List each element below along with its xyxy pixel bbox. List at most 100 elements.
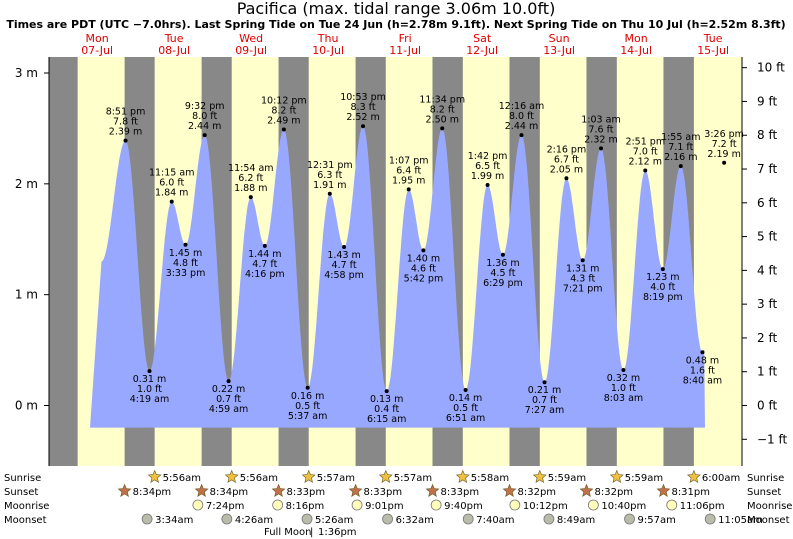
moonset-moon-icon: [301, 513, 313, 525]
sunset-time: 8:33pm: [364, 487, 403, 498]
tide-extreme-label: 0.14 m: [449, 393, 482, 404]
moonrise-moon-icon: [509, 499, 521, 511]
tide-extreme-label: 4.6 ft: [411, 263, 436, 274]
day-name-label: Mon: [86, 32, 109, 45]
moonset-moon-icon: [704, 513, 716, 525]
tide-extreme-point: [722, 160, 727, 165]
sunrise-star-icon: [686, 469, 701, 483]
sunset-time: 8:33pm: [287, 487, 326, 498]
tide-extreme-label: 12:16 am: [499, 101, 544, 112]
tide-extreme-point: [700, 350, 705, 355]
moonrise-time: 8:16pm: [286, 501, 325, 512]
moonset-time: 8:49am: [557, 515, 595, 526]
sunrise-star-icon: [301, 469, 316, 483]
day-name-label: Fri: [399, 32, 412, 45]
tide-extreme-label: 0.7 ft: [216, 394, 241, 405]
tide-extreme-point: [147, 369, 152, 374]
chart-subtitle: Times are PDT (UTC −7.0hrs). Last Spring…: [6, 18, 785, 31]
moonset-moon-icon: [382, 513, 393, 525]
tide-extreme-point: [342, 245, 347, 250]
moonrise-row-label-left: Moonrise: [4, 501, 49, 512]
sunset-star-icon: [502, 483, 517, 497]
tide-extreme-label: 2.49 m: [267, 116, 300, 127]
moonrise-time: 7:24pm: [206, 501, 245, 512]
tide-extreme-point: [485, 182, 490, 187]
tide-extreme-label: 1.95 m: [392, 175, 425, 186]
tide-extreme-point: [226, 379, 231, 384]
tide-extreme-label: 7.0 ft: [633, 147, 658, 158]
sunset-star-icon: [194, 483, 209, 497]
tide-extreme-label: 11:34 pm: [419, 94, 465, 105]
sunset-time: 8:32pm: [594, 487, 633, 498]
tide-extreme-label: 2.12 m: [629, 157, 662, 168]
moonset-time: 4:26am: [235, 515, 273, 526]
plot-frame: [48, 57, 743, 466]
tide-extreme-label: 0.22 m: [212, 384, 245, 395]
sunrise-time: 5:58am: [471, 473, 509, 484]
tide-extreme-label: 8.2 ft: [430, 104, 455, 115]
day-name-label: Sun: [549, 32, 570, 45]
sunset-row-label-right: Sunset: [747, 487, 781, 498]
tide-extreme-label: 1.0 ft: [137, 384, 162, 395]
tide-extreme-label: 8.3 ft: [351, 102, 376, 113]
sunset-time: 8:34pm: [210, 487, 249, 498]
tide-extreme-label: 0.48 m: [686, 355, 719, 366]
tide-extreme-point: [305, 385, 310, 390]
tide-extreme-point: [542, 380, 547, 385]
tide-extreme-label: 4.8 ft: [173, 258, 198, 269]
day-date-label: 12-Jul: [466, 44, 498, 57]
moonrise-moon-icon: [272, 499, 284, 511]
tide-extreme-label: 4:58 pm: [324, 270, 364, 281]
day-date-label: 15-Jul: [697, 44, 729, 57]
tide-extreme-label: 10:12 pm: [261, 96, 307, 107]
tide-extreme-label: 4:59 am: [209, 404, 248, 415]
tide-extreme-label: 4.5 ft: [490, 268, 515, 279]
sunset-time: 8:34pm: [133, 487, 172, 498]
left-axis-tick-label: 0 m: [15, 399, 38, 413]
sunrise-time: 5:56am: [240, 473, 278, 484]
tide-extreme-point: [678, 164, 683, 169]
tide-extreme-label: 4.3 ft: [570, 273, 595, 284]
tide-extreme-point: [598, 146, 603, 151]
tide-extreme-point: [169, 199, 174, 204]
day-name-label: Tue: [164, 32, 184, 45]
tide-extreme-label: 0.16 m: [291, 391, 324, 402]
tide-extreme-point: [281, 127, 286, 132]
tide-extreme-label: 1:07 pm: [389, 155, 429, 166]
tide-extreme-label: 2.52 m: [346, 112, 379, 123]
night-band: [49, 57, 78, 466]
sunset-star-icon: [117, 483, 132, 497]
sunrise-star-icon: [609, 469, 624, 483]
tide-extreme-label: 7.8 ft: [113, 117, 138, 128]
tide-extreme-label: 8:19 pm: [643, 292, 683, 303]
tide-extreme-point: [248, 195, 253, 200]
right-axis-tick-label: 8 ft: [757, 128, 777, 142]
sunrise-time: 5:56am: [163, 473, 201, 484]
day-date-label: 09-Jul: [235, 44, 267, 57]
tide-extreme-label: 1:03 am: [581, 114, 620, 125]
moonrise-moon-icon: [430, 499, 442, 511]
tide-extreme-label: 2.39 m: [109, 127, 142, 138]
tide-extreme-label: 0.7 ft: [532, 395, 557, 406]
left-axis-tick-label: 2 m: [15, 177, 38, 191]
tide-extreme-label: 1.84 m: [155, 188, 188, 199]
tide-extreme-label: 2.16 m: [664, 152, 697, 163]
right-axis-tick-label: 7 ft: [757, 162, 777, 176]
tide-extreme-label: 1.99 m: [471, 171, 504, 182]
tide-extreme-label: 1.43 m: [327, 250, 360, 261]
sunrise-time: 6:00am: [702, 473, 740, 484]
sunset-time: 8:33pm: [441, 487, 480, 498]
day-name-label: Tue: [703, 32, 723, 45]
day-date-label: 13-Jul: [543, 44, 575, 57]
tide-extreme-point: [440, 126, 445, 131]
tide-extreme-point: [564, 176, 569, 181]
tide-extreme-label: 6.5 ft: [475, 161, 500, 172]
tide-extreme-label: 0.13 m: [370, 394, 403, 405]
tide-extreme-point: [384, 389, 389, 394]
tide-extreme-label: 4:16 pm: [245, 269, 285, 280]
tide-extreme-label: 1.36 m: [486, 258, 519, 269]
tide-extreme-label: 0.32 m: [607, 373, 640, 384]
moonrise-moon-icon: [192, 499, 204, 511]
moonrise-moon-icon: [351, 499, 363, 511]
tide-extreme-label: 2:51 pm: [625, 137, 665, 148]
